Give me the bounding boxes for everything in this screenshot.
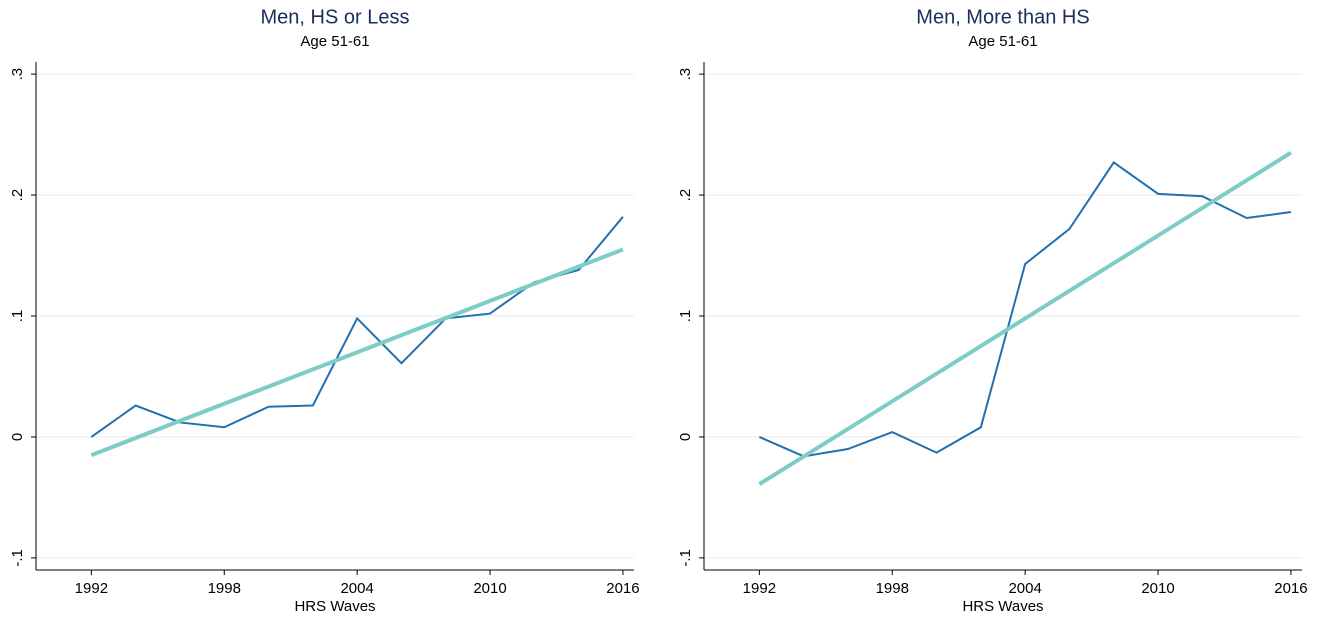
series-line bbox=[758, 151, 1292, 486]
x-tick-label: 2016 bbox=[606, 580, 639, 597]
y-tick-label: -.1 bbox=[9, 549, 26, 567]
x-axis-label: HRS Waves bbox=[962, 598, 1043, 615]
y-tick-label: 0 bbox=[677, 433, 694, 441]
y-tick-label: .3 bbox=[9, 68, 26, 81]
chart-title: Men, More than HS bbox=[916, 6, 1089, 28]
x-tick-label: 1998 bbox=[208, 580, 241, 597]
x-tick-label: 2004 bbox=[1008, 580, 1041, 597]
y-tick-label: 0 bbox=[9, 433, 26, 441]
x-tick-label: 1998 bbox=[876, 580, 909, 597]
y-tick-label: .1 bbox=[9, 310, 26, 323]
x-tick-label: 1992 bbox=[75, 580, 108, 597]
chart-subtitle: Age 51-61 bbox=[968, 33, 1037, 50]
y-tick-label: .3 bbox=[677, 68, 694, 81]
x-tick-label: 1992 bbox=[743, 580, 776, 597]
x-axis-label: HRS Waves bbox=[294, 598, 375, 615]
x-tick-label: 2016 bbox=[1274, 580, 1307, 597]
chart-title: Men, HS or Less bbox=[261, 6, 410, 28]
x-tick-label: 2004 bbox=[340, 580, 373, 597]
x-tick-label: 2010 bbox=[473, 580, 506, 597]
series-line bbox=[90, 247, 624, 457]
x-tick-label: 2010 bbox=[1141, 580, 1174, 597]
series-line bbox=[758, 160, 1292, 458]
series-line bbox=[90, 216, 624, 438]
y-tick-label: .2 bbox=[9, 189, 26, 202]
y-tick-label: .2 bbox=[677, 189, 694, 202]
y-tick-label: .1 bbox=[677, 310, 694, 323]
y-tick-label: -.1 bbox=[677, 549, 694, 567]
chart-subtitle: Age 51-61 bbox=[300, 33, 369, 50]
